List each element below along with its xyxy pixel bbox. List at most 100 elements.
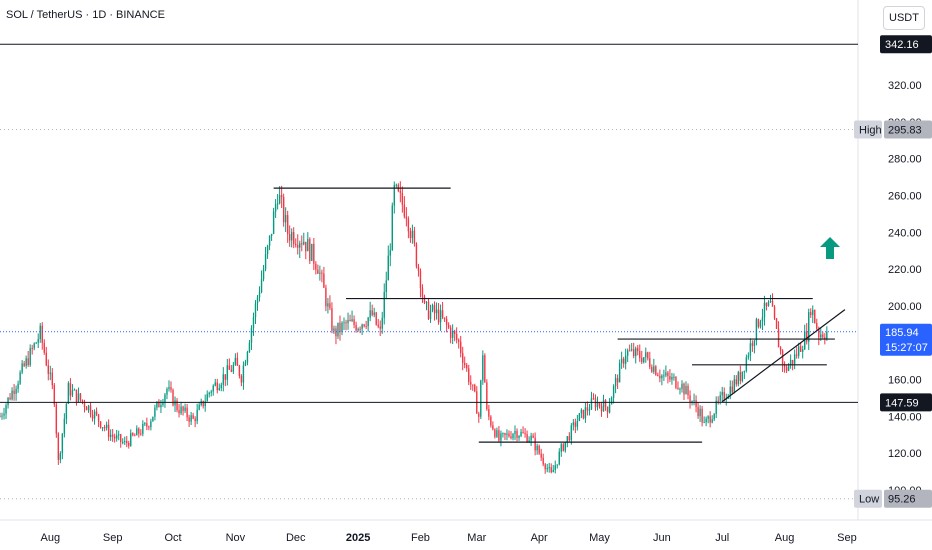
candle-body	[723, 391, 725, 400]
x-tick-label: Apr	[531, 532, 548, 544]
candle-body	[109, 434, 112, 437]
candle-body	[154, 407, 156, 417]
candle-body	[307, 239, 309, 252]
candle-body	[474, 384, 476, 392]
candle-body	[85, 407, 88, 411]
candle-body	[816, 323, 818, 329]
candle-body	[174, 400, 176, 406]
candle-body	[150, 421, 152, 428]
candle-body	[425, 301, 428, 303]
candle-body	[194, 418, 196, 422]
candle-body	[500, 433, 502, 441]
candle-body	[13, 390, 15, 394]
candle-body	[274, 204, 277, 212]
extreme-price-tag	[884, 120, 932, 139]
candle-body	[441, 310, 444, 318]
candle-body	[226, 365, 229, 380]
candle-body	[699, 408, 701, 417]
candle-body	[435, 309, 438, 314]
candle-body	[761, 317, 764, 322]
candle-body	[486, 382, 488, 410]
candle-body	[614, 378, 617, 387]
candle-body	[528, 440, 530, 443]
candle-body	[111, 434, 114, 437]
candle-body	[824, 337, 826, 339]
candle-body	[457, 339, 460, 342]
candle-body	[23, 363, 25, 366]
x-tick-label: Mar	[467, 532, 486, 544]
extreme-tag-label: Low	[859, 494, 879, 506]
candle-body	[208, 392, 210, 395]
up-arrow-icon	[820, 237, 840, 259]
candle-body	[781, 350, 784, 365]
candle-body	[735, 379, 738, 385]
candle-body	[703, 422, 705, 424]
candle-body	[814, 309, 816, 324]
candle-body	[492, 425, 494, 430]
candle-body	[381, 317, 383, 329]
candle-body	[63, 418, 66, 434]
y-tick-label: 320.00	[888, 80, 922, 92]
candle-body	[284, 215, 287, 223]
candle-body	[126, 441, 128, 443]
currency-selector[interactable]: USDT	[883, 6, 925, 30]
candle-body	[637, 348, 639, 352]
candle-body	[510, 436, 512, 439]
candle-body	[319, 272, 321, 274]
candle-body	[596, 402, 599, 408]
candle-body	[633, 349, 635, 357]
candle-body	[115, 435, 118, 439]
candle-body	[447, 324, 450, 328]
candle-body	[544, 464, 546, 470]
candle-body	[675, 376, 677, 388]
candle-body	[335, 328, 337, 337]
candle-body	[282, 197, 285, 223]
candle-body	[224, 374, 227, 380]
candle-body	[361, 324, 363, 329]
candle-body	[671, 376, 673, 380]
candle-body	[311, 243, 313, 261]
candle-body	[57, 433, 60, 460]
candle-body	[337, 322, 339, 337]
candle-body	[606, 406, 609, 413]
candle-body	[624, 355, 627, 364]
candle-body	[395, 184, 398, 186]
candle-body	[791, 359, 794, 364]
candle-body	[75, 389, 78, 402]
candle-body	[91, 414, 94, 419]
candle-body	[453, 330, 456, 334]
candle-body	[566, 436, 569, 443]
candle-body	[719, 395, 721, 401]
candle-body	[301, 243, 303, 245]
candle-body	[608, 404, 611, 413]
candle-body	[413, 230, 416, 244]
candle-body	[530, 435, 532, 441]
candle-body	[343, 322, 345, 324]
candle-body	[550, 467, 552, 473]
candle-body	[546, 468, 548, 470]
candle-body	[383, 291, 385, 318]
y-tick-label: 240.00	[888, 227, 922, 239]
candle-body	[107, 424, 110, 437]
extreme-tag-label: High	[859, 124, 882, 136]
candle-body	[705, 418, 707, 423]
candle-body	[540, 453, 542, 458]
candle-body	[411, 230, 414, 239]
candle-body	[357, 328, 359, 331]
candle-body	[45, 352, 47, 366]
candle-body	[580, 409, 583, 414]
candle-body	[669, 376, 671, 380]
candle-body	[737, 372, 740, 385]
candle-body	[508, 433, 510, 437]
candle-body	[779, 347, 782, 351]
candle-body	[787, 365, 790, 371]
candle-body	[297, 244, 299, 248]
candle-body	[7, 397, 9, 406]
candle-body	[202, 400, 204, 407]
y-tick-label: 280.00	[888, 154, 922, 166]
candle-body	[433, 305, 436, 314]
candle-body	[113, 436, 116, 439]
candle-body	[262, 269, 265, 280]
y-tick-label: 120.00	[888, 448, 922, 460]
